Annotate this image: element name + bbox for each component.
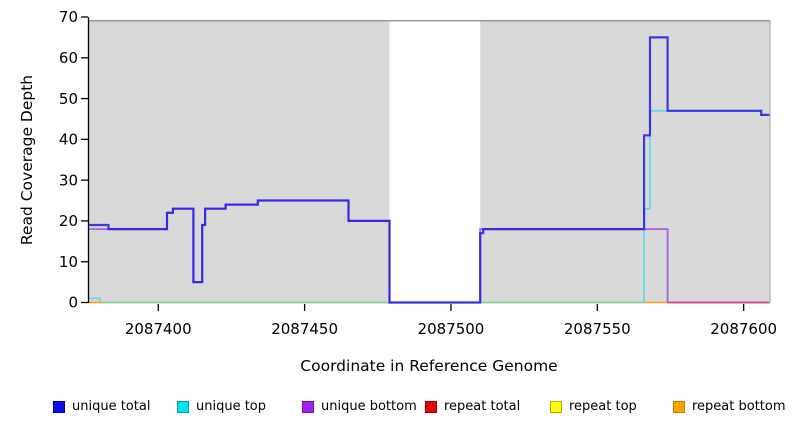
legend-item-unique-bottom: unique bottom (302, 398, 417, 416)
legend-label: repeat bottom (692, 399, 786, 414)
x-tick-label: 2087550 (564, 320, 631, 338)
y-tick-label: 10 (59, 253, 78, 271)
legend-item-repeat-total: repeat total (425, 398, 520, 416)
legend: unique total unique top unique bottom repea… (0, 398, 792, 422)
legend-item-repeat-bottom: repeat bottom (673, 398, 786, 416)
y-tick-label: 70 (59, 8, 78, 26)
y-tick-label: 20 (59, 212, 78, 230)
legend-item-unique-total: unique total (53, 398, 150, 416)
legend-label: unique bottom (321, 399, 417, 414)
y-tick-label: 50 (59, 90, 78, 108)
legend-label: repeat top (569, 399, 637, 414)
legend-item-unique-top: unique top (177, 398, 266, 416)
y-tick-label: 40 (59, 131, 78, 149)
legend-swatch-repeat-total (425, 401, 437, 413)
y-tick-label: 0 (68, 294, 78, 312)
x-tick-label: 2087400 (125, 320, 192, 338)
y-axis-title: Read Coverage Depth (18, 74, 36, 246)
series-unique-total (88, 36, 770, 304)
masked-region (389, 21, 481, 303)
legend-swatch-unique-bottom (302, 401, 314, 413)
y-tick-label: 30 (59, 171, 78, 189)
legend-swatch-unique-top (177, 401, 189, 413)
legend-swatch-repeat-bottom (673, 401, 685, 413)
x-axis-title: Coordinate in Reference Genome (300, 357, 558, 375)
x-tick-label: 2087600 (710, 320, 777, 338)
legend-swatch-repeat-top (550, 401, 562, 413)
legend-item-repeat-top: repeat top (550, 398, 637, 416)
legend-swatch-unique-total (53, 401, 65, 413)
y-tick-label: 60 (59, 49, 78, 67)
x-tick-label: 2087450 (271, 320, 338, 338)
legend-label: repeat total (444, 399, 521, 414)
legend-label: unique top (196, 399, 267, 414)
x-tick-label: 2087500 (418, 320, 485, 338)
legend-label: unique total (72, 399, 151, 414)
